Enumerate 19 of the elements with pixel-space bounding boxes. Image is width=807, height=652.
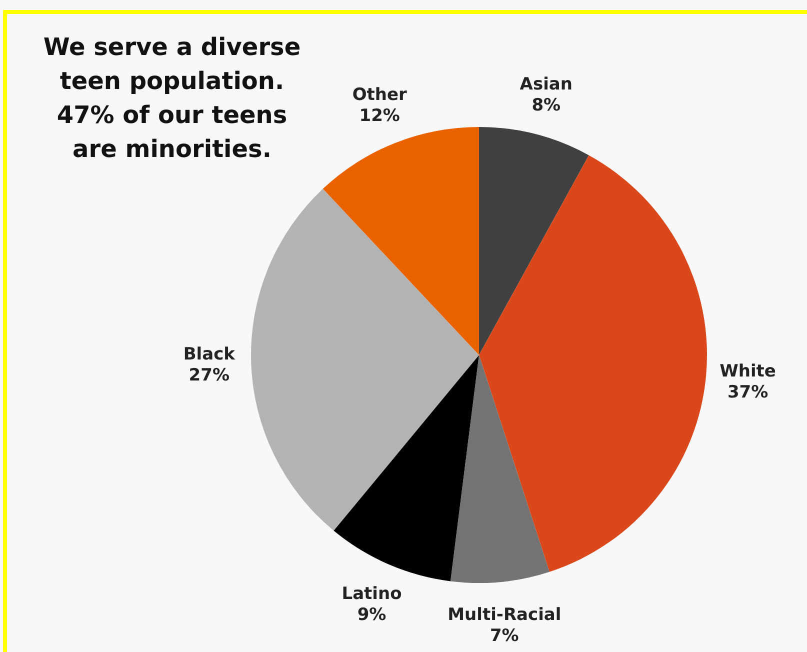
- pie-slice: [450, 355, 550, 583]
- pie-slice: [479, 127, 589, 355]
- pie-slice: [322, 127, 479, 355]
- data-label: 7%: [490, 626, 519, 646]
- slice-label: Other: [352, 84, 408, 105]
- data-label: 27%: [188, 365, 230, 386]
- data-label: 37%: [727, 382, 768, 402]
- slice-label: Latino: [342, 584, 402, 604]
- slice-label: Multi-Racial: [448, 604, 562, 625]
- data-label: 8%: [532, 95, 561, 116]
- pie-slice: [251, 188, 479, 531]
- data-label: 12%: [359, 106, 400, 126]
- slice-label: Asian: [520, 74, 572, 94]
- slice-label: Black: [183, 344, 236, 364]
- pie-slice: [479, 155, 707, 572]
- chart-title: We serve a diverse teen population. 47% of our teens are minorities.: [43, 33, 301, 163]
- data-label: 9%: [357, 604, 386, 625]
- pie-slice: [334, 355, 479, 582]
- slice-label: White: [720, 361, 776, 382]
